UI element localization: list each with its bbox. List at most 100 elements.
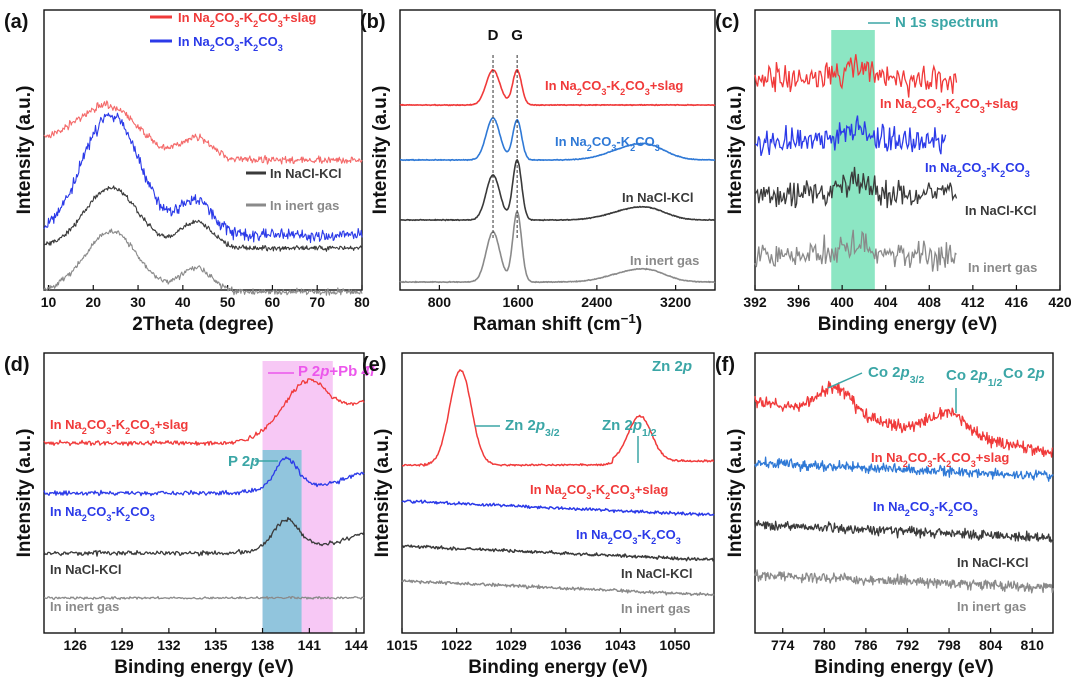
x-tick-label: 1015	[386, 637, 417, 653]
x-tick-label: 780	[813, 637, 837, 653]
series-label: In NaCl-KCl	[270, 166, 342, 181]
annotation-arrow	[827, 372, 863, 389]
x-tick-label: 141	[298, 637, 322, 653]
y-axis-label: Intensity (a.u.)	[14, 429, 35, 558]
x-axis-label: Raman shift (cm−1)	[473, 311, 642, 336]
series-line	[754, 115, 947, 156]
series-line	[43, 516, 365, 557]
x-tick-label: 1029	[496, 637, 527, 653]
y-axis-label: Intensity (a.u.)	[14, 86, 35, 215]
series-line	[43, 100, 363, 165]
series-line	[43, 112, 363, 244]
series-label: In inert gas	[621, 601, 690, 616]
annotation-label: P 2p	[228, 453, 259, 470]
series-label: In Na2CO3-K2CO3	[925, 160, 1030, 179]
x-tick-label: 3200	[660, 294, 691, 310]
x-tick-label: 774	[771, 637, 795, 653]
series-label: In Na2CO3-K2CO3+slag	[545, 78, 683, 97]
series-label: In inert gas	[50, 599, 119, 614]
x-tick-label: 412	[961, 294, 985, 310]
series-line	[401, 579, 715, 597]
series-line	[401, 369, 715, 467]
x-axis-label: Binding energy (eV)	[818, 314, 997, 335]
x-tick-label: 80	[354, 294, 370, 310]
y-axis-label: Intensity (a.u.)	[725, 429, 746, 558]
annotation-label: Co 2p1/2	[946, 367, 1002, 389]
series-line	[43, 185, 363, 252]
y-axis-label: Intensity (a.u.)	[370, 86, 391, 215]
series-label: In Na2CO3-K2CO3	[873, 499, 978, 518]
series-line	[399, 117, 716, 162]
annotation-label: P 2p+Pb 4f	[298, 363, 377, 380]
x-tick-label: 126	[64, 637, 88, 653]
x-tick-label: 50	[220, 294, 236, 310]
series-line	[754, 519, 1054, 543]
series-label: In Na2CO3-K2CO3+slag	[871, 450, 1009, 469]
series-label: In Na2CO3-K2CO3	[50, 504, 155, 523]
series-line	[399, 211, 716, 284]
annotation-label: Co 2p3/2	[868, 364, 924, 386]
series-line	[43, 595, 365, 601]
x-tick-label: 1036	[550, 637, 581, 653]
x-tick-label: 20	[85, 294, 101, 310]
x-tick-label: 810	[1021, 637, 1045, 653]
x-tick-label: 792	[896, 637, 920, 653]
panel-label: (b)	[360, 11, 386, 33]
x-axis-label: 2Theta (degree)	[132, 314, 273, 335]
plot-frame	[401, 352, 715, 634]
x-tick-label: 400	[830, 294, 854, 310]
x-tick-label: 144	[345, 637, 369, 653]
series-label: In inert gas	[630, 253, 699, 268]
series-line	[399, 159, 716, 222]
series-label: In Na2CO3-K2CO3	[555, 134, 660, 153]
x-tick-label: 420	[1048, 294, 1071, 310]
series-label: In NaCl-KCl	[965, 203, 1037, 218]
panel-c: 392 396 400 404 408 412 416 420 Binding energy (…	[715, 9, 1071, 335]
x-tick-label: 135	[204, 637, 228, 653]
peak-label: G	[511, 27, 523, 44]
annotation-label: Zn 2p	[652, 358, 692, 375]
highlight-band-cyan	[262, 450, 302, 633]
series-label: In Na2CO3-K2CO3	[576, 527, 681, 546]
series-label: In Na2CO3-K2CO3+slag	[880, 96, 1018, 115]
annotation-label: Co 2p	[1003, 365, 1045, 382]
x-tick-label: 804	[979, 637, 1003, 653]
x-tick-label: 129	[110, 637, 134, 653]
x-tick-label: 30	[130, 294, 146, 310]
x-tick-label: 396	[787, 294, 811, 310]
x-tick-label: 404	[874, 294, 898, 310]
plot-frame	[399, 9, 716, 291]
x-tick-label: 798	[937, 637, 961, 653]
annotation-label: Zn 2p1/2	[602, 417, 657, 439]
series-label: In inert gas	[270, 198, 339, 213]
panel-e: 1015 1022 1029 1036 1043 1050 Binding energy (…	[362, 352, 715, 678]
series-line	[754, 166, 958, 209]
series-line	[754, 54, 958, 98]
y-axis-label: Intensity (a.u.)	[725, 86, 746, 215]
series-label: In NaCl-KCl	[50, 562, 122, 577]
panel-a: 10 20 30 40 50 60 70 80 2Theta (degree) Intensity…	[4, 9, 370, 335]
x-tick-label: 416	[1005, 294, 1029, 310]
series-line	[754, 380, 1054, 458]
panel-d: 126 129 132 135 138 141 144 Binding energy (eV)…	[4, 352, 377, 678]
series-line	[43, 456, 365, 497]
x-tick-label: 392	[743, 294, 767, 310]
x-tick-label: 1050	[659, 637, 690, 653]
x-tick-label: 1043	[605, 637, 636, 653]
series-line	[399, 68, 716, 107]
panel-f: 774 780 786 792 798 804 810 Binding energy (eV)…	[715, 352, 1054, 678]
series-label: In NaCl-KCl	[957, 555, 1029, 570]
x-tick-label: 70	[309, 294, 325, 310]
series-line	[43, 228, 363, 296]
x-tick-label: 786	[854, 637, 878, 653]
x-tick-label: 800	[428, 294, 452, 310]
panel-label: (e)	[362, 354, 386, 376]
legend-label: In Na2CO3-K2CO3+slag	[178, 10, 316, 29]
y-axis-label: Intensity (a.u.)	[372, 429, 393, 558]
x-tick-label: 408	[918, 294, 942, 310]
series-label: In Na2CO3-K2CO3+slag	[530, 482, 668, 501]
series-label: In inert gas	[957, 599, 1026, 614]
series-line	[754, 456, 1054, 482]
